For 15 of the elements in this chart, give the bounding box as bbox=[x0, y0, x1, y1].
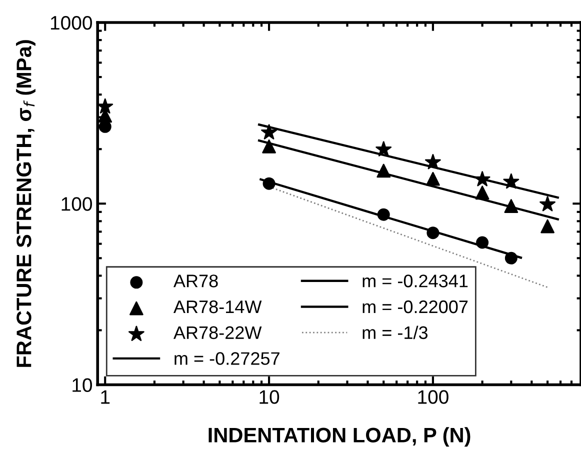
legend-label: AR78-22W bbox=[173, 326, 262, 340]
x-tick-label: 1 bbox=[101, 390, 110, 404]
x-axis-title: INDENTATION LOAD, P (N) bbox=[208, 427, 470, 447]
legend-label: AR78-14W bbox=[173, 300, 262, 314]
y-axis-title: FRACTURE STRENGTH, σ$_{f}$ (MPa) bbox=[16, 40, 36, 367]
y-tick-label: 100 bbox=[62, 197, 92, 211]
x-tick-label: 100 bbox=[418, 390, 448, 404]
x-tick-label: 10 bbox=[260, 390, 280, 404]
y-tick-label: 10 bbox=[72, 378, 92, 392]
legend-label: m = -0.27257 bbox=[174, 352, 280, 365]
legend-label: m = -0.24341 bbox=[362, 274, 468, 288]
y-tick-label: 1000 bbox=[50, 16, 92, 30]
legend-label: AR78 bbox=[173, 274, 218, 288]
legend-label: m = -1/3 bbox=[362, 326, 428, 340]
legend-label: m = -0.22007 bbox=[362, 300, 468, 314]
